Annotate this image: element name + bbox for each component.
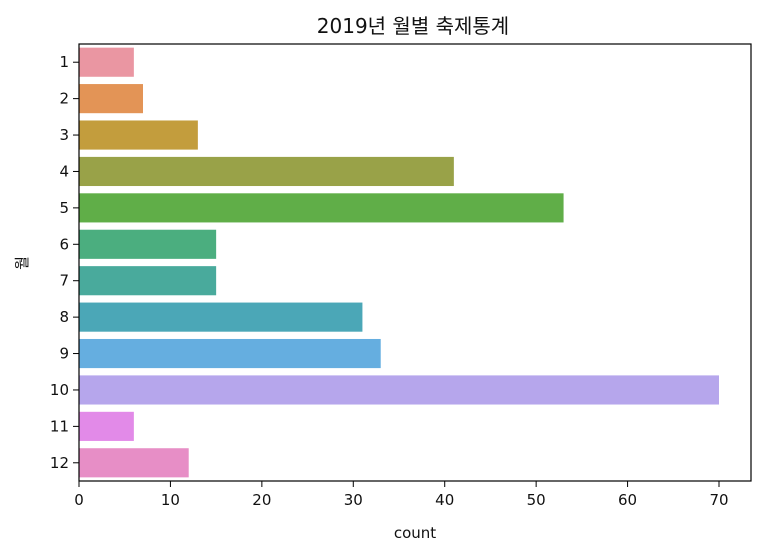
y-tick-label: 4 <box>59 162 69 180</box>
y-tick-label: 7 <box>59 272 69 290</box>
bar-month-7 <box>79 266 217 296</box>
y-tick-label: 2 <box>59 90 69 108</box>
y-tick-label: 3 <box>59 126 69 144</box>
y-tick-label: 5 <box>59 199 69 217</box>
bar-month-1 <box>79 47 134 77</box>
bar-month-8 <box>79 302 363 332</box>
x-tick-label: 0 <box>74 491 84 509</box>
x-axis-label: count <box>394 524 436 542</box>
x-tick-label: 60 <box>618 491 637 509</box>
y-tick-label: 12 <box>50 454 69 472</box>
bar-month-11 <box>79 411 134 441</box>
y-tick-label: 8 <box>59 308 69 326</box>
x-tick-label: 30 <box>344 491 363 509</box>
x-tick-label: 70 <box>709 491 728 509</box>
y-tick-label: 11 <box>50 417 69 435</box>
x-tick-label: 10 <box>161 491 180 509</box>
y-tick-label: 9 <box>59 345 69 363</box>
bar-month-3 <box>79 120 198 150</box>
x-axis: 0 10 20 30 40 50 60 70 <box>74 481 729 509</box>
x-tick-label: 50 <box>527 491 546 509</box>
bar-month-10 <box>79 375 719 405</box>
bar-month-12 <box>79 448 189 478</box>
x-tick-label: 40 <box>435 491 454 509</box>
x-tick-label: 20 <box>252 491 271 509</box>
y-tick-label: 10 <box>50 381 69 399</box>
bar-month-9 <box>79 338 381 369</box>
plot-frame <box>78 43 752 482</box>
y-axis-label: 월 <box>13 256 31 270</box>
bar-month-6 <box>79 229 217 259</box>
bar-month-5 <box>79 193 564 223</box>
bars-group <box>79 47 719 478</box>
bar-month-4 <box>79 156 454 187</box>
chart-title: 2019년 월별 축제통계 <box>317 14 509 38</box>
y-tick-label: 1 <box>59 53 69 71</box>
y-tick-label: 6 <box>59 235 69 253</box>
bar-month-2 <box>79 84 143 114</box>
